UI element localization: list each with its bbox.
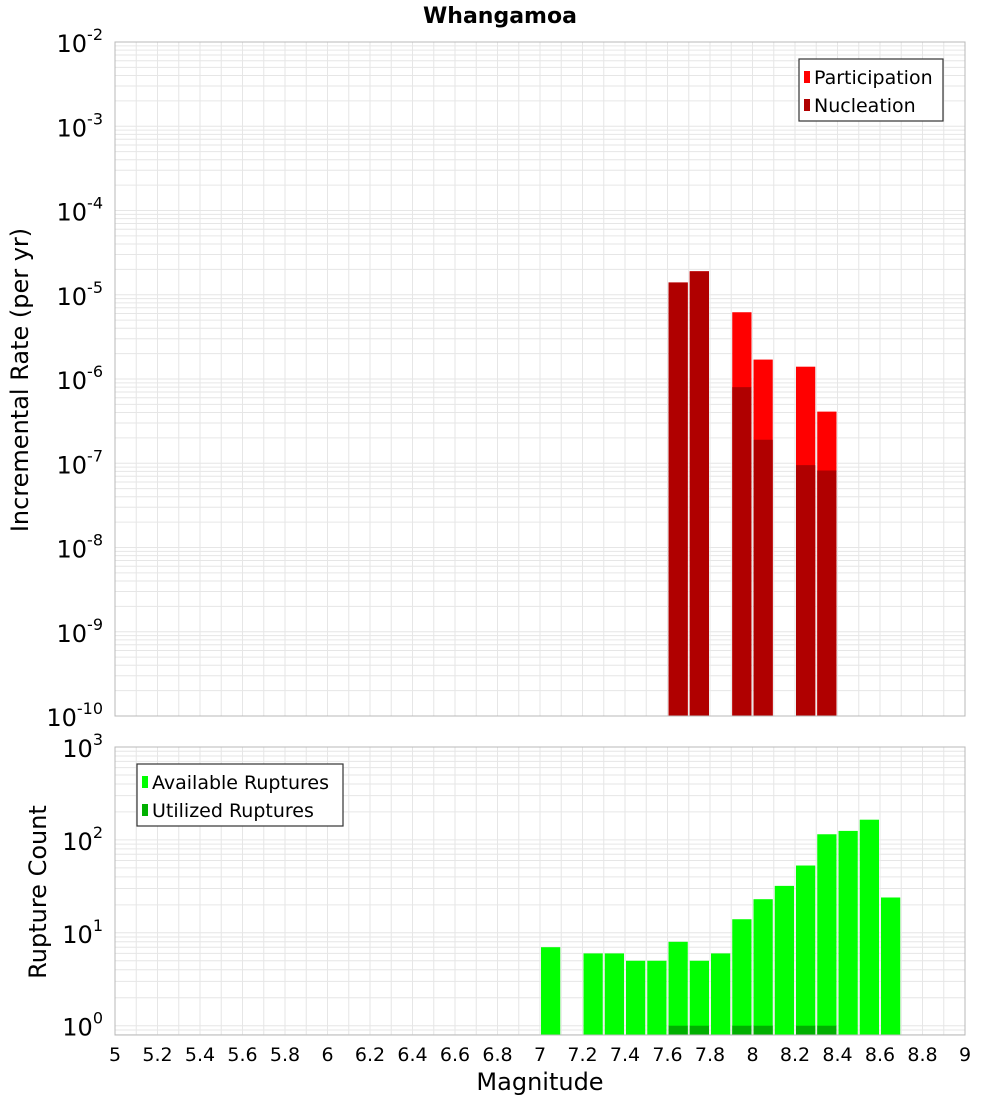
y-tick-label: 10-9: [57, 615, 104, 648]
bar-utilized-ruptures: [817, 1025, 837, 1035]
y-tick-label: 10-3: [57, 109, 104, 142]
legend: Participation Nucleation: [798, 58, 944, 122]
legend-label: Available Ruptures: [152, 772, 329, 794]
bar-nucleation: [796, 465, 816, 716]
x-tick-label: 9: [959, 1044, 971, 1066]
y-tick-label: 10-2: [57, 25, 104, 58]
bar-utilized-ruptures: [689, 1025, 709, 1035]
legend-box: [136, 763, 344, 827]
bar-utilized-ruptures: [796, 1025, 816, 1035]
bar-utilized-ruptures: [753, 1025, 773, 1035]
x-tick-label: 8.6: [865, 1044, 895, 1066]
bar-available-ruptures: [796, 865, 816, 1035]
panel-rate: 10-10 10-9 10-8 10-7 10-6 10-5 10-4 10-3 10-2 Par…: [46, 25, 966, 732]
y-tick-label: 102: [62, 823, 103, 856]
bar-available-ruptures: [753, 899, 773, 1035]
x-tick-label: 5.2: [142, 1044, 172, 1066]
bar-available-ruptures: [583, 953, 603, 1035]
bar-utilized-ruptures: [732, 1025, 752, 1035]
y-tick-label: 10-5: [57, 278, 104, 311]
x-tick-label: 7.2: [567, 1044, 597, 1066]
x-tick-label: 8.2: [780, 1044, 810, 1066]
bar-nucleation: [689, 271, 709, 716]
bar-available-ruptures: [689, 960, 709, 1035]
bar-available-ruptures: [626, 960, 646, 1035]
bar-available-ruptures: [647, 960, 667, 1035]
x-tick-label: 7.4: [610, 1044, 640, 1066]
x-tick-label: 8.4: [822, 1044, 852, 1066]
bar-available-ruptures: [711, 953, 731, 1035]
y-tick-label: 10-4: [57, 194, 104, 227]
plot-frame: [114, 746, 966, 1036]
bar-available-ruptures: [774, 885, 794, 1035]
legend-label: Participation: [814, 67, 933, 89]
y-tick-label: 10-6: [57, 362, 104, 395]
magnitude-x-axis-label: Magnitude: [476, 1068, 603, 1096]
y-tick-label: 103: [62, 730, 103, 763]
legend-label: Nucleation: [814, 95, 916, 117]
x-tick-label: 6.8: [482, 1044, 512, 1066]
bar-utilized-ruptures: [668, 1025, 688, 1035]
legend-swatch: [142, 776, 148, 788]
bar-available-ruptures: [817, 834, 837, 1035]
x-tick-label: 5.4: [185, 1044, 215, 1066]
x-tick-label: 5.6: [227, 1044, 257, 1066]
plot-frame: [114, 41, 966, 717]
y-tick-label: 10-8: [57, 531, 104, 564]
y-tick-label: 10-7: [57, 446, 104, 479]
legend-swatch: [804, 71, 810, 83]
bar-nucleation: [732, 387, 752, 716]
x-tick-label: 6: [321, 1044, 333, 1066]
x-tick-label: 5: [109, 1044, 121, 1066]
bar-available-ruptures: [732, 919, 752, 1035]
x-tick-label: 6.6: [440, 1044, 470, 1066]
bar-available-ruptures: [838, 830, 858, 1035]
bar-available-ruptures: [859, 819, 879, 1035]
legend-box: [798, 58, 944, 122]
bar-nucleation: [753, 439, 773, 716]
y-tick-label: 101: [62, 916, 103, 949]
x-tick-label: 6.2: [355, 1044, 385, 1066]
x-tick-label: 8.8: [907, 1044, 937, 1066]
x-tick-label: 7: [534, 1044, 546, 1066]
legend-label: Utilized Ruptures: [152, 800, 314, 822]
rate-y-axis-label: Incremental Rate (per yr): [6, 228, 34, 532]
chart-title: Whangamoa: [423, 4, 577, 29]
y-tick-label: 10-10: [46, 699, 103, 732]
legend-swatch: [804, 99, 810, 111]
x-tick-label: 7.6: [652, 1044, 682, 1066]
bar-available-ruptures: [668, 941, 688, 1035]
count-y-axis-label: Rupture Count: [24, 805, 52, 979]
bar-available-ruptures: [604, 953, 624, 1035]
bar-available-ruptures: [541, 947, 561, 1035]
bar-available-ruptures: [881, 897, 901, 1035]
x-tick-label: 7.8: [695, 1044, 725, 1066]
bar-nucleation: [817, 470, 837, 716]
x-tick-label: 8: [746, 1044, 758, 1066]
bar-nucleation: [668, 282, 688, 716]
x-tick-label: 5.8: [270, 1044, 300, 1066]
x-tick-label: 6.4: [397, 1044, 427, 1066]
legend: Available Ruptures Utilized Ruptures: [136, 763, 344, 827]
legend-swatch: [142, 804, 148, 816]
y-tick-label: 100: [62, 1009, 103, 1042]
